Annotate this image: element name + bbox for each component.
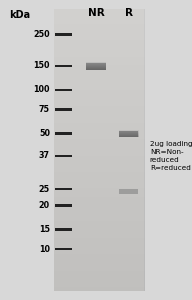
- Bar: [119, 189, 138, 194]
- Text: 250: 250: [33, 30, 50, 39]
- Bar: [55, 188, 72, 190]
- Text: NR: NR: [88, 8, 104, 19]
- Text: 2ug loading
NR=Non-
reduced
R=reduced: 2ug loading NR=Non- reduced R=reduced: [150, 141, 192, 171]
- Bar: [55, 33, 72, 36]
- Bar: [55, 108, 72, 111]
- Text: 25: 25: [39, 184, 50, 194]
- Text: R: R: [125, 8, 133, 19]
- Text: 10: 10: [39, 244, 50, 253]
- Bar: [55, 248, 72, 250]
- Text: 20: 20: [39, 201, 50, 210]
- Text: 100: 100: [33, 85, 50, 94]
- Bar: [86, 63, 106, 70]
- Text: 37: 37: [39, 152, 50, 160]
- Bar: [55, 155, 72, 157]
- Bar: [119, 131, 138, 137]
- Text: 75: 75: [39, 105, 50, 114]
- FancyBboxPatch shape: [54, 9, 144, 291]
- Bar: [55, 228, 72, 231]
- Bar: [55, 89, 72, 91]
- Text: kDa: kDa: [10, 11, 31, 20]
- Text: 150: 150: [33, 61, 50, 70]
- Bar: [55, 132, 72, 135]
- Text: 15: 15: [39, 225, 50, 234]
- Bar: [55, 204, 72, 207]
- Text: 50: 50: [39, 129, 50, 138]
- Bar: [55, 65, 72, 67]
